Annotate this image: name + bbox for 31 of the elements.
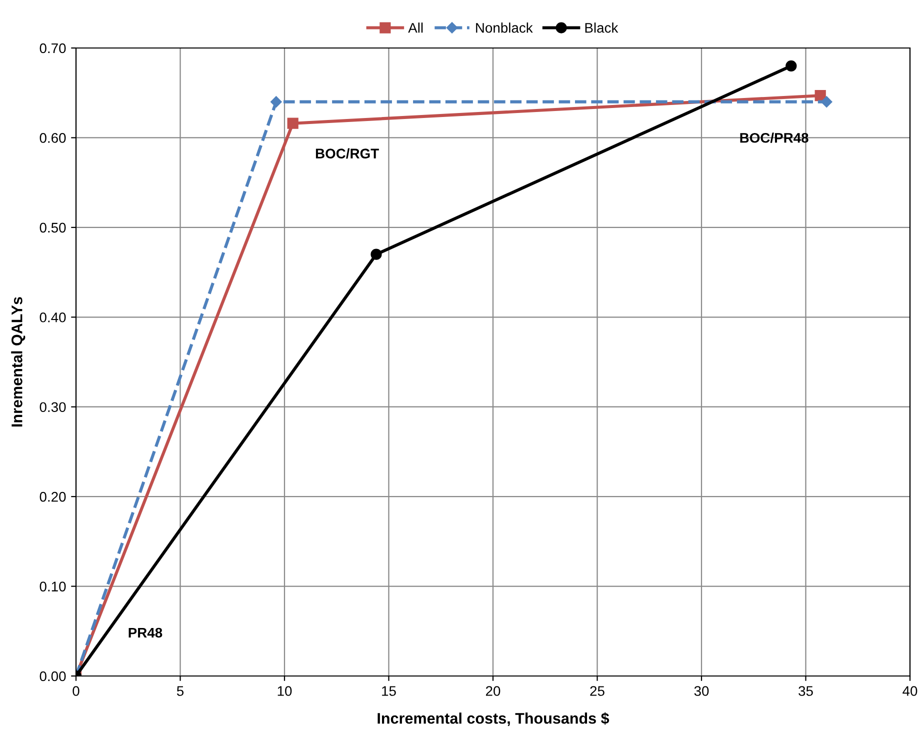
annotation: PR48 <box>128 628 162 638</box>
legend-label: All <box>408 22 423 33</box>
y-tick-label: 0.40 <box>40 312 66 322</box>
annotation: BOC/RGT <box>316 148 379 159</box>
y-tick-label: 0.50 <box>40 222 66 233</box>
point <box>270 96 282 108</box>
point <box>814 90 826 102</box>
point <box>370 248 382 260</box>
x-tick-label: 0 <box>72 686 80 696</box>
point <box>820 96 832 108</box>
x-axis-title: Incremental costs, Thousands $ <box>378 712 610 726</box>
x-tick-label: 15 <box>382 686 396 696</box>
y-tick-label: 0.20 <box>40 492 66 502</box>
y-tick-label: 0.30 <box>40 402 66 412</box>
y-tick-label: 0.60 <box>40 133 66 143</box>
point <box>287 118 298 129</box>
x-tick-label: 35 <box>798 686 813 696</box>
legend-label: Nonblack <box>476 22 533 33</box>
x-tick-label: 10 <box>278 686 292 696</box>
x-tick-label: 30 <box>694 686 709 696</box>
x-tick-label: 25 <box>590 686 604 696</box>
x-tick-label: 40 <box>902 686 918 696</box>
y-tick-label: 0.10 <box>40 582 66 592</box>
annotation: BOC/PR48 <box>740 132 808 143</box>
point <box>786 60 797 72</box>
y-tick-label: 0.00 <box>40 671 66 682</box>
legend-label: Black <box>585 22 618 33</box>
y-tick-label: 0.70 <box>40 43 66 54</box>
x-tick-label: 20 <box>486 686 500 696</box>
x-tick-label: 5 <box>176 686 184 696</box>
y-axis-title: Inremental QALYs <box>11 297 26 426</box>
